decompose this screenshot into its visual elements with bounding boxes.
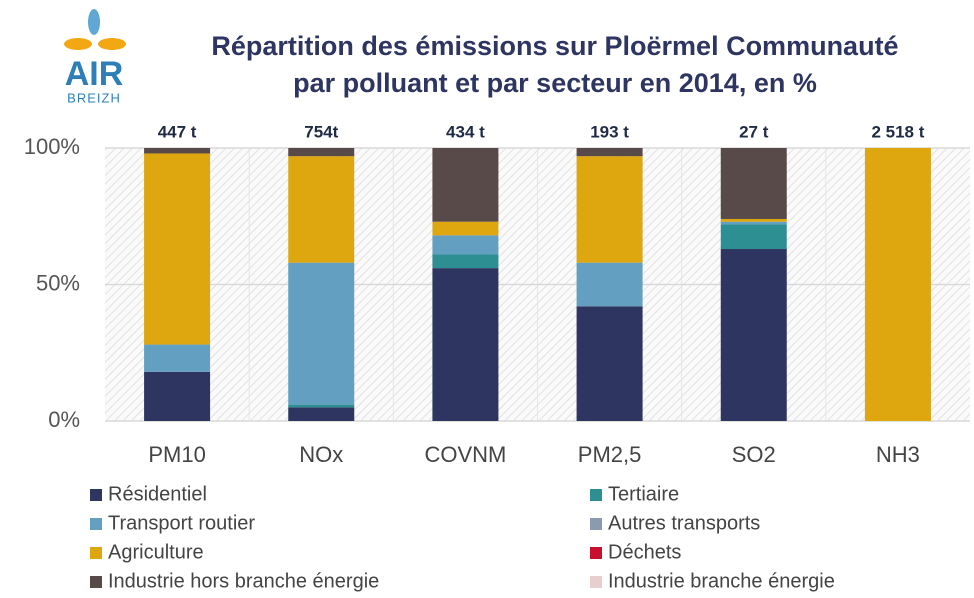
bar-segment xyxy=(720,249,787,421)
bar-segment xyxy=(432,235,499,255)
bar-segment xyxy=(576,148,643,157)
bar-segment xyxy=(432,254,499,269)
x-tick-label: NH3 xyxy=(876,442,920,467)
legend-swatch xyxy=(590,576,602,588)
bar-segment xyxy=(576,262,643,307)
x-tick-label: NOx xyxy=(299,442,343,467)
legend-label: Industrie branche énergie xyxy=(608,570,835,592)
legend-swatch xyxy=(590,489,602,501)
bar-segment xyxy=(144,153,211,345)
bar-segment xyxy=(288,404,355,408)
bar-segment xyxy=(432,221,499,236)
legend-label: Autres transports xyxy=(608,512,760,534)
bar-segment xyxy=(144,344,211,372)
bar-segment xyxy=(720,224,787,250)
total-label: 754t xyxy=(304,122,338,141)
bar-segment xyxy=(864,148,931,421)
legend-swatch xyxy=(590,518,602,530)
y-tick-label: 100% xyxy=(24,134,80,159)
x-tick-label: SO2 xyxy=(732,442,776,467)
legend-label: Industrie hors branche énergie xyxy=(108,570,379,592)
bar-segment xyxy=(288,262,355,405)
legend-label: Transport routier xyxy=(108,512,255,534)
bar-segment xyxy=(720,148,787,219)
x-tick-label: PM10 xyxy=(148,442,205,467)
legend-swatch xyxy=(90,489,102,501)
logo-sub: BREIZH xyxy=(67,90,121,105)
bar-segment xyxy=(432,148,499,222)
legend-swatch xyxy=(90,547,102,559)
legend-swatch xyxy=(90,518,102,530)
bar-segment xyxy=(288,156,355,263)
total-label: 434 t xyxy=(446,122,485,141)
legend-label: Déchets xyxy=(608,541,681,563)
y-tick-label: 0% xyxy=(48,407,80,432)
bar-segment xyxy=(720,218,787,222)
x-tick-label: COVNM xyxy=(424,442,506,467)
legend-swatch xyxy=(90,576,102,588)
y-tick-label: 50% xyxy=(36,270,80,295)
legend-label: Tertiaire xyxy=(608,483,679,505)
bar-segment xyxy=(144,371,211,421)
total-label: 27 t xyxy=(739,122,769,141)
chart-title: Répartition des émissions sur Ploërmel C… xyxy=(211,31,899,98)
legend-swatch xyxy=(590,547,602,559)
total-label: 447 t xyxy=(158,122,197,141)
bar-segment xyxy=(144,148,211,154)
logo: AIR BREIZH xyxy=(64,9,126,105)
total-label: 2 518 t xyxy=(871,122,924,141)
legend-label: Résidentiel xyxy=(108,483,207,505)
logo-name: AIR xyxy=(65,55,124,93)
bar-segment xyxy=(288,148,355,157)
x-tick-label: PM2,5 xyxy=(578,442,642,467)
total-label: 193 t xyxy=(590,122,629,141)
bar-segment xyxy=(720,221,787,225)
bar-segment xyxy=(432,268,499,421)
bar-segment xyxy=(288,407,355,421)
bar-segment xyxy=(576,156,643,263)
legend-label: Agriculture xyxy=(108,541,204,563)
bar-segment xyxy=(576,306,643,421)
